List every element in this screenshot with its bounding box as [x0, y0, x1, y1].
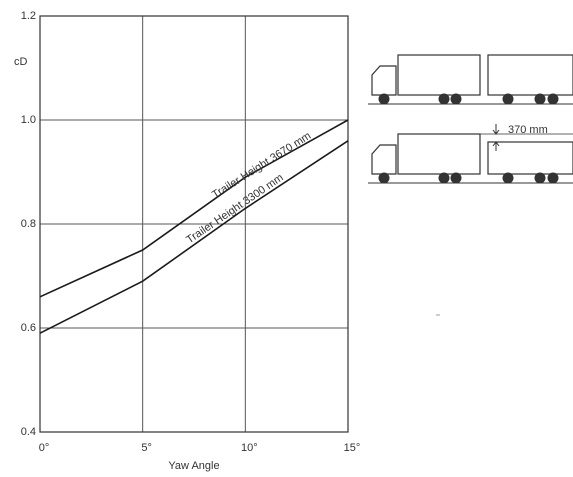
y-axis-label: cD: [14, 56, 28, 68]
y-tick-label: 0.8: [21, 218, 36, 230]
y-tick-label: 0.4: [21, 426, 36, 438]
x-tick-label: 5°: [141, 442, 152, 454]
y-tick-label: 1.0: [21, 114, 36, 126]
y-tick-label: 0.6: [21, 322, 36, 334]
x-tick-label: 15°: [344, 442, 361, 454]
chart: cD Yaw Angle 370 mm 0.4 0.6 0.8 1.0 1.2 0° 5° 1…: [0, 0, 573, 477]
x-tick-label: 10°: [241, 442, 258, 454]
x-axis-label: Yaw Angle: [168, 460, 219, 472]
x-tick-label: 0°: [39, 442, 50, 454]
y-tick-label: 1.2: [21, 10, 36, 22]
annotation: 370 mm: [508, 124, 548, 136]
truck-illustration: [368, 55, 573, 183]
